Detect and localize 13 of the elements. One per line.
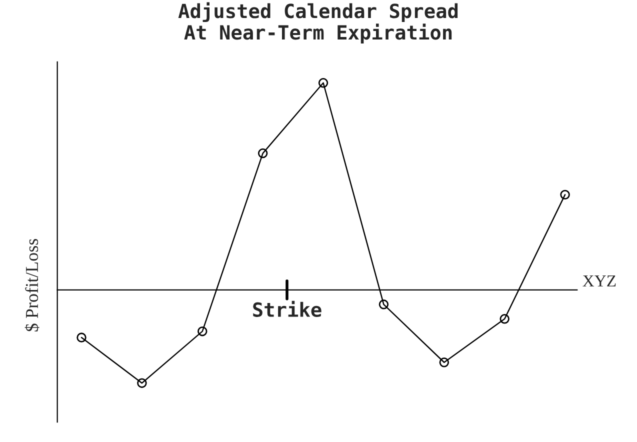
point <box>198 326 208 336</box>
point <box>439 358 450 368</box>
point <box>500 314 510 324</box>
chart-title: Adjusted Calendar Spread At Near-Term Expiration <box>178 2 458 44</box>
point <box>258 148 268 158</box>
point <box>137 378 147 388</box>
point <box>560 190 570 200</box>
y-axis-title: $ Profit/Loss <box>24 238 40 332</box>
point <box>378 300 389 310</box>
annotation: Strike <box>253 300 322 317</box>
x-axis-title: XYZ <box>582 275 616 286</box>
point <box>76 332 86 342</box>
point <box>318 78 328 88</box>
